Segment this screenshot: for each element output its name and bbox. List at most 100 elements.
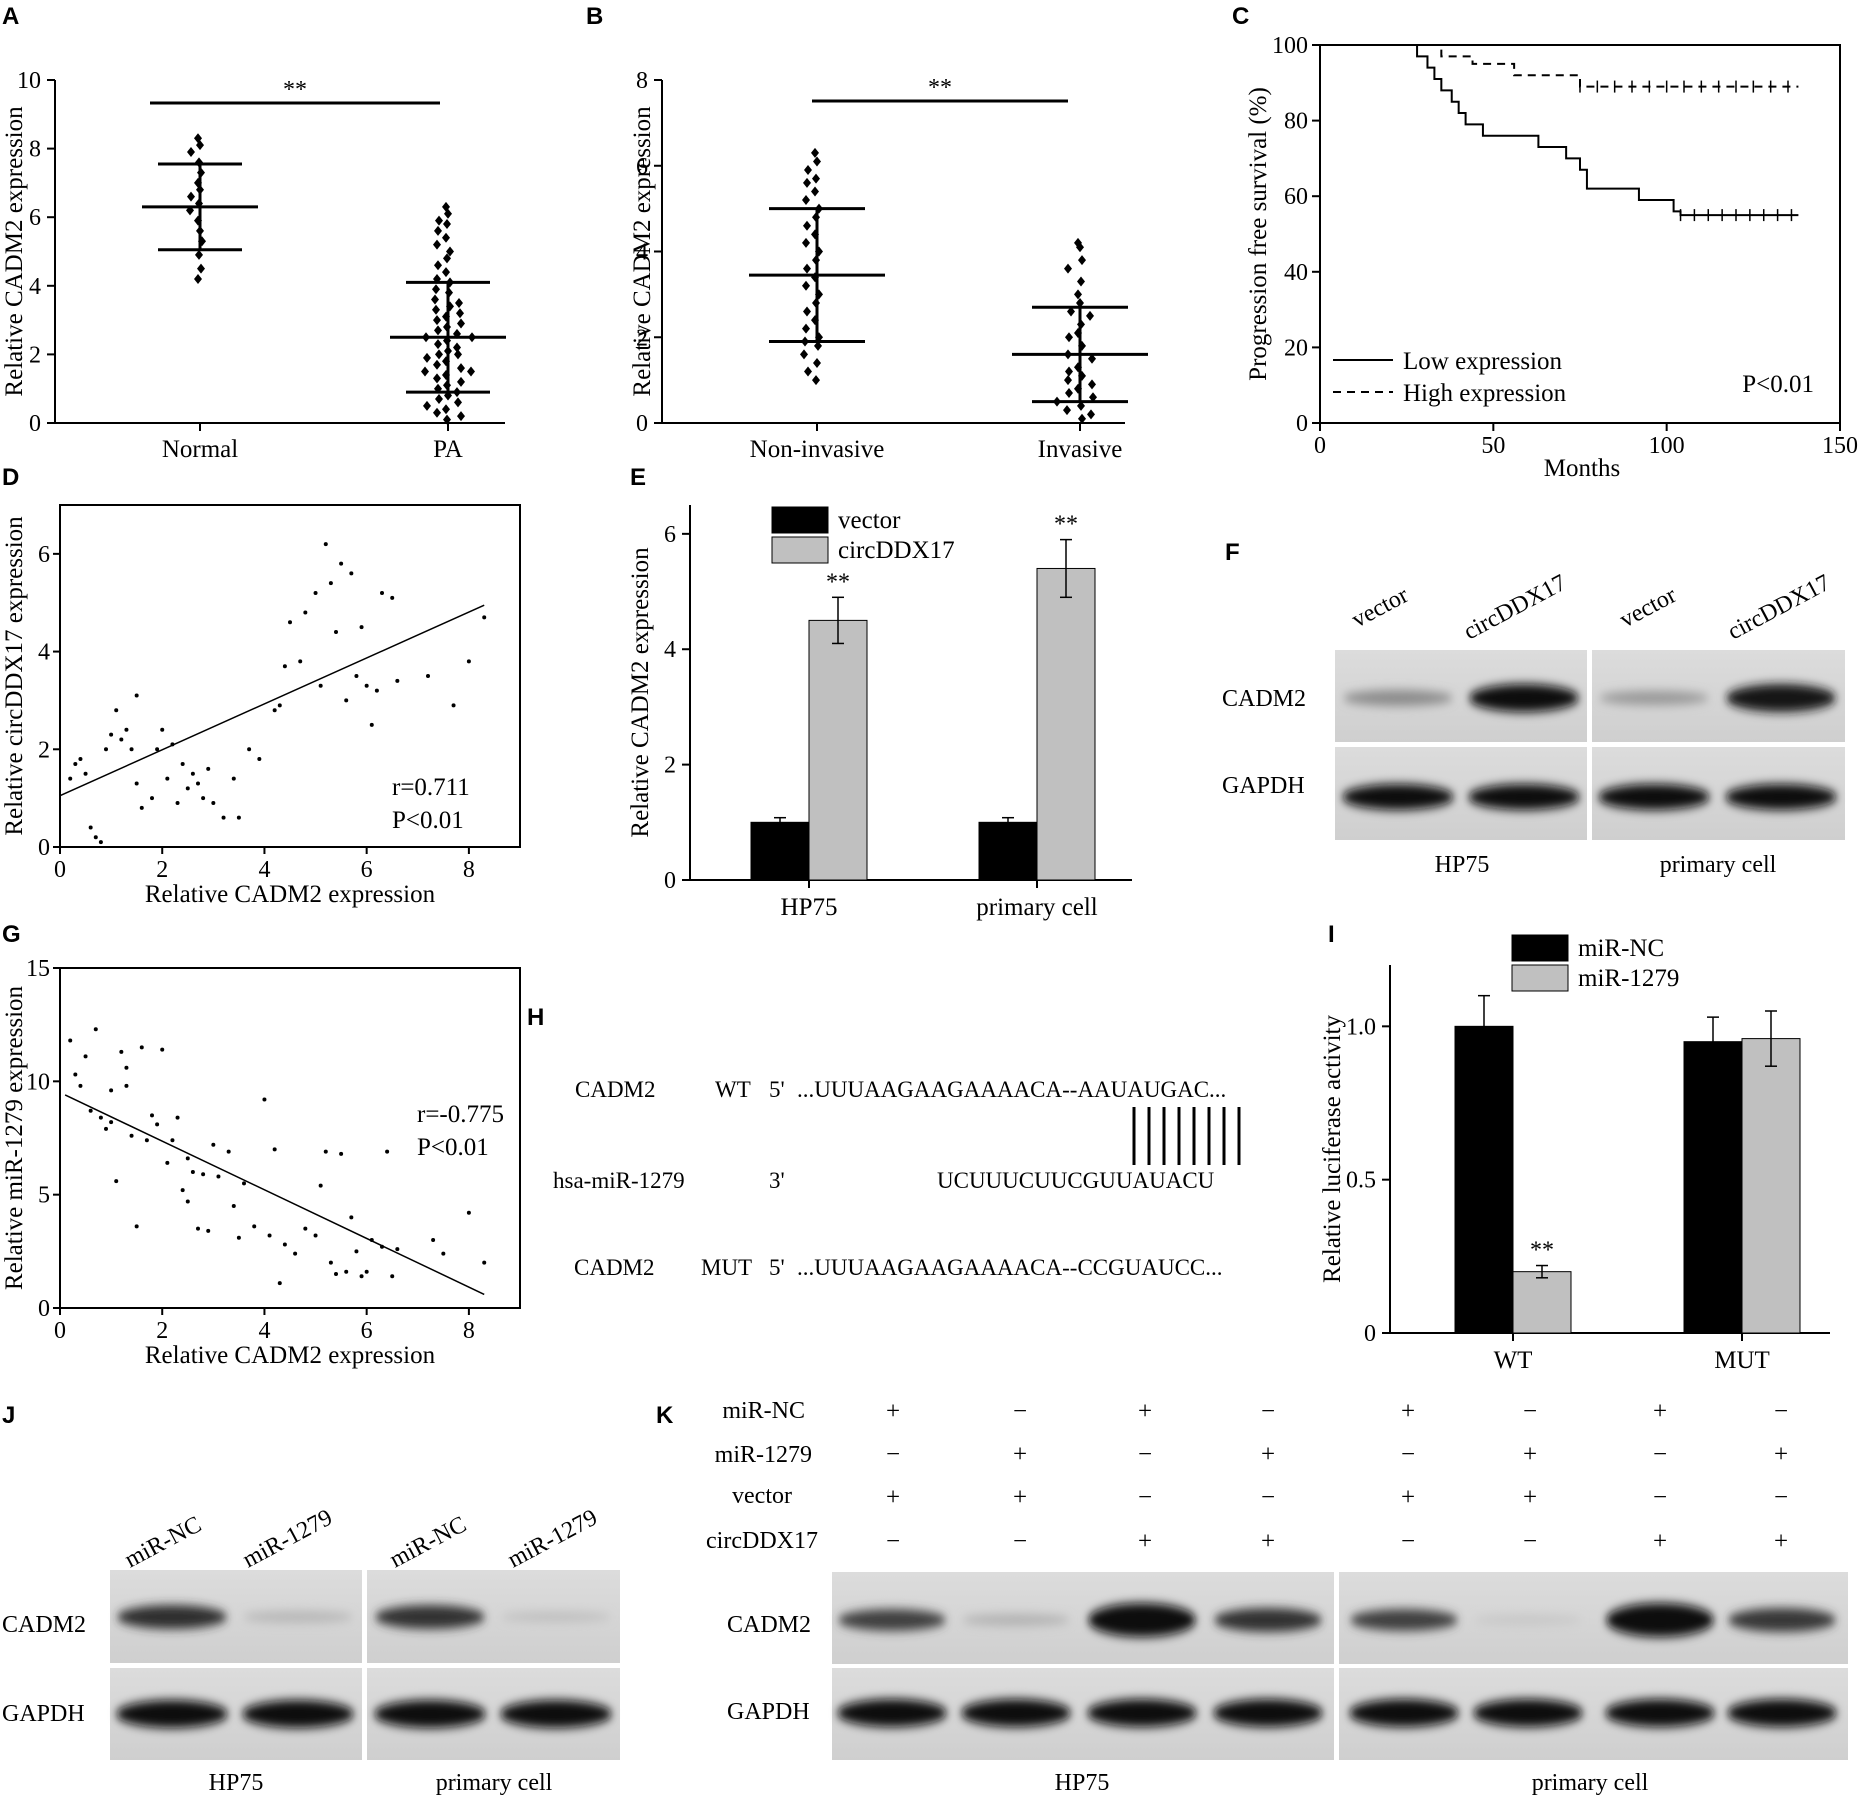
data-point bbox=[442, 232, 450, 243]
data-point bbox=[466, 1210, 471, 1215]
x-tick-label: 8 bbox=[463, 1318, 475, 1344]
bar bbox=[1036, 567, 1096, 881]
data-point bbox=[277, 703, 282, 708]
data-point bbox=[282, 1242, 287, 1247]
data-point bbox=[433, 359, 441, 370]
condition-sign: − bbox=[1653, 1441, 1667, 1468]
data-point bbox=[1078, 255, 1086, 266]
data-point bbox=[187, 147, 195, 158]
data-point bbox=[803, 220, 811, 231]
data-point bbox=[288, 620, 292, 625]
panel-letter-g: G bbox=[2, 921, 21, 948]
data-point bbox=[134, 1224, 139, 1229]
y-tick-label: 0 bbox=[38, 1296, 50, 1322]
data-point bbox=[1088, 353, 1096, 364]
data-point bbox=[1077, 276, 1085, 287]
data-point bbox=[134, 693, 139, 698]
data-point bbox=[150, 796, 154, 801]
data-point bbox=[457, 363, 465, 374]
y-tick-label: 6 bbox=[38, 542, 50, 568]
data-point bbox=[457, 318, 465, 329]
panel-a-scatter: 0 2 4 6 8 10 Relative CADM2 expression Normal PA… bbox=[1, 68, 506, 463]
x-tick-label: 2 bbox=[156, 857, 168, 883]
condition-sign: − bbox=[1261, 1398, 1275, 1425]
panel-letter-b: B bbox=[586, 3, 603, 30]
seq-row2-sequence: UCUUUCUUCGUUAUACU bbox=[937, 1168, 1215, 1193]
data-point bbox=[211, 801, 216, 806]
blot-band bbox=[1726, 684, 1836, 712]
p-value-annotation: P<0.01 bbox=[417, 1134, 489, 1161]
data-point bbox=[802, 237, 810, 248]
p-value-annotation: P<0.01 bbox=[392, 807, 464, 834]
data-point bbox=[298, 659, 303, 664]
y-axis-title: Relative CADM2 expression bbox=[627, 547, 654, 838]
data-point bbox=[206, 1228, 211, 1233]
data-point bbox=[446, 246, 454, 257]
data-point bbox=[434, 260, 442, 271]
x-tick-label: 100 bbox=[1649, 433, 1685, 459]
legend-label-low: Low expression bbox=[1403, 348, 1562, 375]
panel-letter-h: H bbox=[527, 1004, 544, 1031]
x-axis-title: Months bbox=[1544, 455, 1620, 482]
data-point bbox=[433, 407, 441, 418]
y-tick-label: 0 bbox=[29, 411, 41, 437]
data-point bbox=[155, 1122, 160, 1127]
blot-k-group-1: HP75 bbox=[1055, 1770, 1110, 1796]
data-point bbox=[124, 1083, 129, 1088]
data-point bbox=[318, 1183, 323, 1188]
data-point bbox=[175, 1115, 180, 1120]
y-tick-label: 6 bbox=[636, 154, 648, 180]
y-tick-label: 2 bbox=[636, 325, 648, 351]
condition-sign: − bbox=[1138, 1441, 1152, 1468]
pairing-bars bbox=[1132, 1107, 1241, 1165]
condition-sign: − bbox=[1774, 1398, 1788, 1425]
y-tick-label: 5 bbox=[38, 1183, 50, 1209]
legend-swatch bbox=[1511, 934, 1569, 962]
data-point bbox=[435, 393, 443, 404]
blot-f-col-2: circDDX17 bbox=[1460, 570, 1571, 646]
y-axis-title: Relative CADM2 expression bbox=[629, 106, 656, 397]
data-point bbox=[114, 708, 119, 713]
data-point bbox=[318, 683, 323, 688]
data-point bbox=[1074, 289, 1082, 300]
data-point bbox=[804, 165, 812, 176]
blot-j-col-3: miR-NC bbox=[386, 1512, 471, 1574]
blot-band bbox=[1598, 784, 1710, 810]
data-point bbox=[1088, 379, 1096, 390]
data-point bbox=[160, 1047, 165, 1052]
data-point bbox=[800, 349, 808, 360]
blot-band bbox=[1725, 784, 1837, 810]
data-point bbox=[187, 191, 195, 202]
significance-label: ** bbox=[1530, 1238, 1554, 1264]
p-value-annotation: P<0.01 bbox=[1742, 371, 1814, 398]
data-point bbox=[364, 683, 369, 688]
data-point bbox=[139, 805, 144, 810]
plot-frame bbox=[59, 967, 521, 1309]
data-point bbox=[68, 1038, 73, 1043]
blot-f-col-1: vector bbox=[1348, 582, 1413, 633]
data-point bbox=[134, 781, 139, 786]
data-point bbox=[812, 173, 820, 184]
data-point bbox=[195, 249, 203, 260]
panel-letter-c: C bbox=[1232, 3, 1249, 30]
condition-sign: − bbox=[1138, 1484, 1152, 1511]
data-point bbox=[129, 747, 134, 752]
data-point bbox=[197, 263, 205, 274]
data-point bbox=[467, 366, 475, 377]
seq-row1-sequence: ...UUUAAGAAGAAAACA--AAUAUGAC... bbox=[797, 1077, 1226, 1102]
blot-j-group-1: HP75 bbox=[209, 1770, 264, 1796]
condition-sign: + bbox=[1523, 1484, 1537, 1511]
data-point bbox=[98, 1115, 103, 1120]
blot-f-group-1: HP75 bbox=[1435, 852, 1490, 878]
data-point bbox=[98, 840, 103, 845]
data-point bbox=[231, 1204, 236, 1208]
data-point bbox=[194, 273, 202, 284]
blot-f-col-4: circDDX17 bbox=[1724, 570, 1835, 646]
data-point bbox=[328, 1260, 333, 1265]
panel-letter-j: J bbox=[2, 1402, 15, 1429]
condition-sign: − bbox=[1261, 1484, 1275, 1511]
blot-k-row-1: CADM2 bbox=[727, 1612, 811, 1638]
condition-sign: − bbox=[1401, 1528, 1415, 1555]
y-tick-label: 10 bbox=[26, 1069, 50, 1095]
y-tick-label: 0 bbox=[38, 835, 50, 861]
